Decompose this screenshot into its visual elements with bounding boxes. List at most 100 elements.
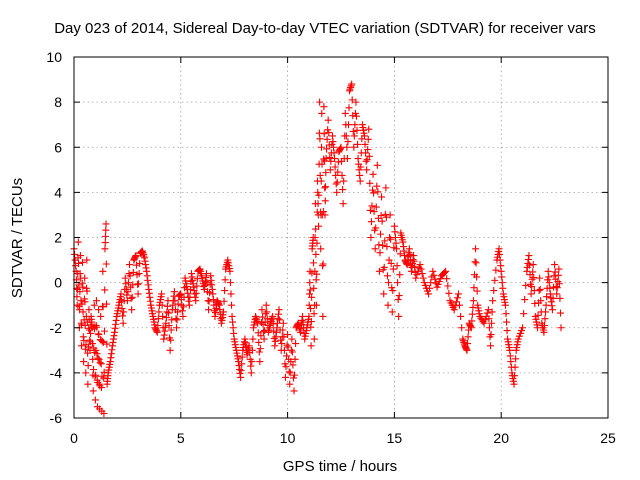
data-point	[551, 261, 559, 269]
data-point	[79, 308, 87, 316]
data-point	[361, 140, 369, 148]
data-point	[442, 267, 450, 275]
y-tick-label: 4	[54, 184, 62, 200]
data-point	[206, 280, 214, 288]
data-point	[257, 319, 265, 327]
data-point	[314, 200, 322, 208]
data-point	[502, 310, 510, 318]
data-point	[487, 331, 495, 339]
data-point	[262, 301, 270, 309]
data-point	[134, 280, 142, 288]
data-point	[549, 294, 557, 302]
data-point	[338, 171, 346, 179]
data-point	[100, 368, 108, 376]
data-point	[102, 260, 110, 268]
data-point	[453, 294, 461, 302]
data-point	[205, 297, 213, 305]
data-point	[521, 296, 529, 304]
data-point	[334, 158, 342, 166]
data-point	[326, 153, 334, 161]
y-tick-label: 8	[54, 94, 62, 110]
data-point	[485, 315, 493, 323]
data-point	[275, 306, 283, 314]
data-point	[203, 279, 211, 287]
data-point	[167, 336, 175, 344]
data-point	[526, 261, 534, 269]
data-point	[279, 326, 287, 334]
data-point	[85, 306, 93, 314]
data-point	[172, 315, 180, 323]
data-point	[501, 301, 509, 309]
data-point	[366, 206, 374, 214]
data-point	[469, 303, 477, 311]
data-point	[349, 127, 357, 135]
data-points	[70, 80, 565, 417]
data-point	[227, 290, 235, 298]
data-point	[512, 355, 520, 363]
data-point	[282, 363, 290, 371]
data-point	[365, 125, 373, 133]
data-point	[551, 268, 559, 276]
data-point	[100, 409, 108, 417]
data-point	[179, 303, 187, 311]
data-point	[89, 365, 97, 373]
data-point	[357, 163, 365, 171]
data-point	[283, 341, 291, 349]
data-point	[543, 293, 551, 301]
data-point	[289, 361, 297, 369]
data-point	[167, 326, 175, 334]
data-point	[366, 179, 374, 187]
data-point	[343, 143, 351, 151]
data-point	[473, 273, 481, 281]
data-point	[379, 241, 387, 249]
data-point	[321, 197, 329, 205]
data-point	[285, 368, 293, 376]
axis-ticks	[73, 56, 609, 419]
data-point	[534, 311, 542, 319]
data-point	[541, 315, 549, 323]
data-point	[356, 177, 364, 185]
data-point	[332, 180, 340, 188]
data-point	[79, 283, 87, 291]
data-point	[312, 301, 320, 309]
data-point	[525, 252, 533, 260]
data-point	[315, 191, 323, 199]
data-point	[319, 208, 327, 216]
data-point	[276, 316, 284, 324]
data-point	[128, 306, 136, 314]
data-point	[396, 250, 404, 258]
y-tick-label: -6	[50, 410, 63, 426]
data-point	[84, 380, 92, 388]
data-point	[312, 250, 320, 258]
data-point	[378, 217, 386, 225]
data-point	[536, 274, 544, 282]
data-point	[80, 358, 88, 366]
data-point	[489, 297, 497, 305]
data-point	[480, 319, 488, 327]
data-point	[503, 318, 511, 326]
data-point	[79, 258, 87, 266]
data-point	[309, 259, 317, 267]
data-point	[535, 287, 543, 295]
data-point	[389, 265, 397, 273]
data-point	[373, 182, 381, 190]
data-point	[375, 241, 383, 249]
data-point	[540, 328, 548, 336]
data-point	[102, 220, 110, 228]
data-point	[367, 218, 375, 226]
data-point	[367, 234, 375, 241]
data-point	[470, 284, 478, 292]
data-point	[136, 259, 144, 267]
data-point	[450, 306, 458, 314]
data-point	[124, 279, 132, 287]
data-point	[370, 208, 378, 216]
data-point	[339, 186, 347, 194]
data-point	[291, 355, 299, 363]
data-point	[531, 299, 539, 307]
data-point	[396, 271, 404, 279]
data-point	[451, 302, 459, 310]
data-point	[484, 306, 492, 314]
data-point	[97, 312, 105, 320]
data-point	[95, 355, 103, 363]
data-point	[171, 297, 179, 305]
